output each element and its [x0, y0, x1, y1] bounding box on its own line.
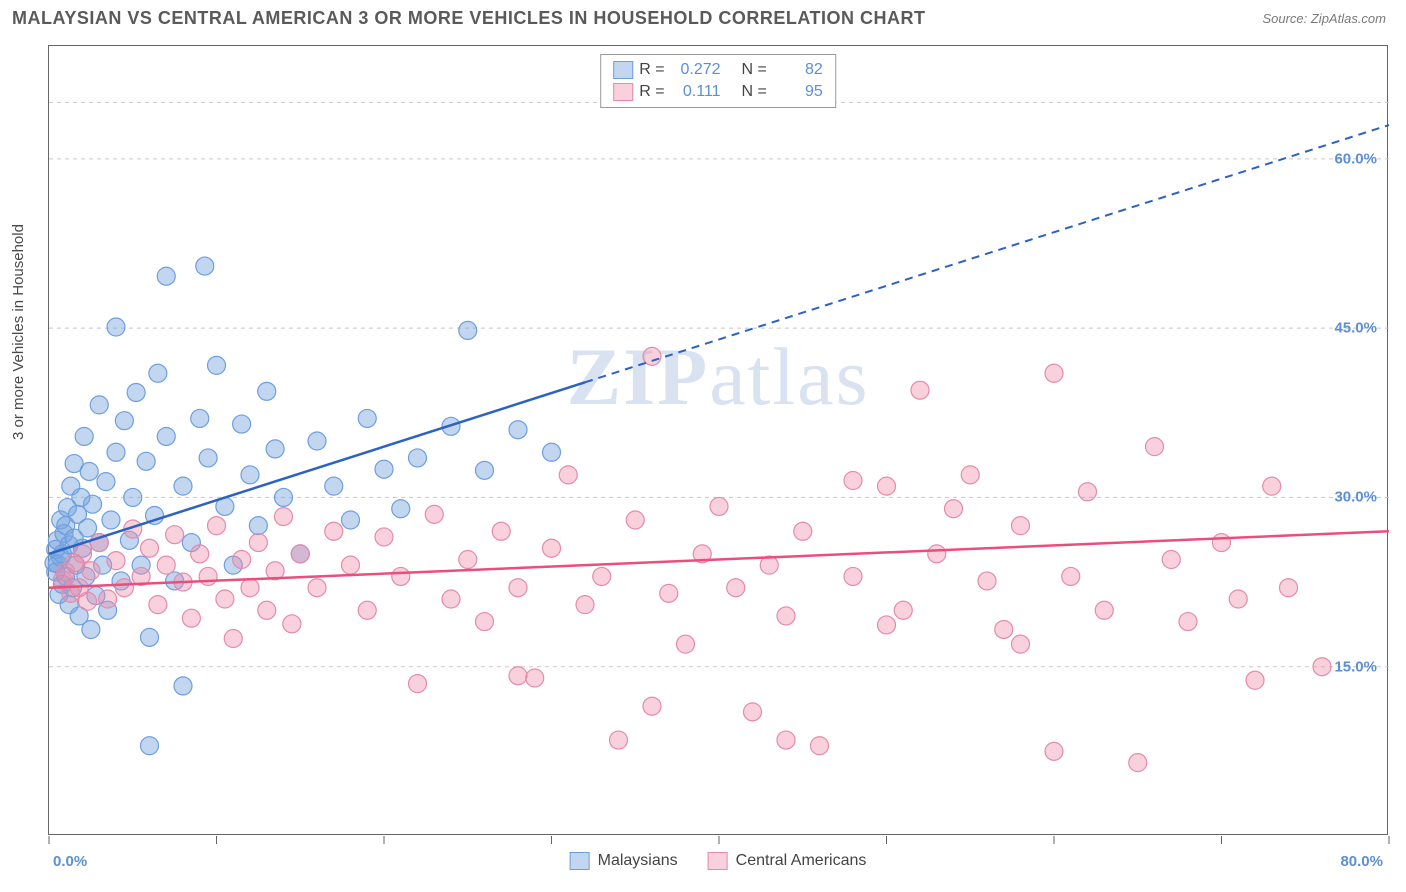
r-value-m: 0.272 [671, 61, 721, 79]
n-value-c: 95 [773, 83, 823, 101]
x-axis-max-label: 80.0% [1340, 853, 1383, 870]
x-axis-min-label: 0.0% [53, 853, 87, 870]
legend-label-malaysians: Malaysians [598, 852, 678, 870]
correlation-legend: R = 0.272 N = 82 R = 0.111 N = 95 [600, 54, 836, 108]
series-legend: Malaysians Central Americans [570, 852, 867, 870]
y-tick-label: 45.0% [1334, 320, 1377, 337]
source-attribution: Source: ZipAtlas.com [1262, 11, 1386, 26]
y-axis-label: 3 or more Vehicles in Household [10, 224, 27, 440]
chart-plot-area: ZIPatlas 15.0%30.0%45.0%60.0% R = 0.272 … [48, 45, 1388, 835]
y-tick-label: 60.0% [1334, 150, 1377, 167]
swatch-malaysians [613, 61, 633, 79]
legend-row-central-americans: R = 0.111 N = 95 [613, 81, 823, 103]
n-label-c: N = [741, 83, 766, 101]
legend-label-central-americans: Central Americans [736, 852, 867, 870]
r-label-m: R = [639, 61, 664, 79]
scatter-svg [49, 46, 1387, 834]
source-prefix: Source: [1262, 11, 1310, 26]
y-tick-label: 15.0% [1334, 658, 1377, 675]
n-value-m: 82 [773, 61, 823, 79]
legend-item-malaysians: Malaysians [570, 852, 678, 870]
n-label-m: N = [741, 61, 766, 79]
swatch-central-americans [613, 83, 633, 101]
legend-item-central-americans: Central Americans [708, 852, 867, 870]
chart-title: MALAYSIAN VS CENTRAL AMERICAN 3 OR MORE … [12, 8, 926, 29]
r-label-c: R = [639, 83, 664, 101]
legend-row-malaysians: R = 0.272 N = 82 [613, 59, 823, 81]
swatch-central-americans-bottom [708, 852, 728, 870]
y-tick-label: 30.0% [1334, 489, 1377, 506]
swatch-malaysians-bottom [570, 852, 590, 870]
source-name: ZipAtlas.com [1311, 11, 1386, 26]
r-value-c: 0.111 [671, 83, 721, 101]
